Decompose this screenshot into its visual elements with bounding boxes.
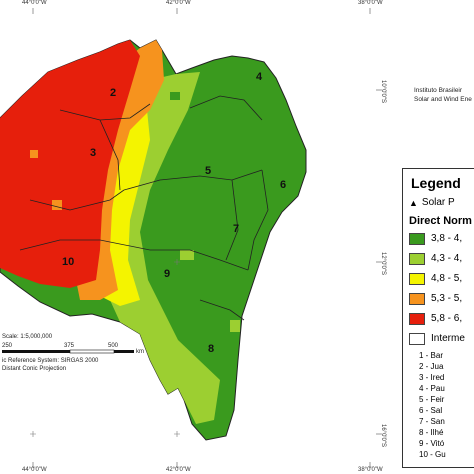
region-list-item: 6 - Sal bbox=[419, 406, 443, 415]
region-list-item: 10 - Gu bbox=[419, 450, 446, 459]
region-label: 6 bbox=[280, 179, 286, 191]
crs-text: ic Reference System: SIRGAS 2000 bbox=[2, 358, 99, 364]
region-list-item: 9 - Vitó bbox=[419, 439, 445, 448]
institute-line: Instituto Brasileir bbox=[414, 87, 463, 94]
region-list-item: 4 - Pau bbox=[419, 384, 445, 393]
legend-swatch bbox=[409, 253, 425, 265]
legend-marker-row: ▲ Solar P bbox=[409, 197, 455, 208]
institute-credit: Instituto Brasileir Solar and Wind Ene bbox=[414, 86, 472, 104]
legend-class-label: 4,3 - 4, bbox=[431, 253, 463, 264]
legend-marker-label: Solar P bbox=[421, 197, 455, 208]
tick-bottom: 38°0'0"W bbox=[358, 467, 383, 473]
legend-swatch bbox=[409, 233, 425, 245]
tick-bottom: 42°0'0"W bbox=[166, 467, 191, 473]
institute-line: Solar and Wind Ene bbox=[414, 96, 472, 103]
region-list-item: 5 - Feir bbox=[419, 395, 445, 404]
region-list-item: 3 - Ired bbox=[419, 373, 445, 382]
region-list-item: 7 - San bbox=[419, 417, 445, 426]
tick-bottom: 44°0'0"W bbox=[22, 467, 47, 473]
region-label: 3 bbox=[90, 147, 96, 159]
tick-top: 38°0'0"W bbox=[358, 0, 383, 6]
legend-boundary-label: Interme bbox=[431, 333, 465, 344]
region-list-item: 1 - Bar bbox=[419, 351, 444, 360]
legend-class-label: 4,8 - 5, bbox=[431, 273, 463, 284]
legend-class-label: 5,3 - 5, bbox=[431, 293, 463, 304]
triangle-icon: ▲ bbox=[409, 197, 418, 208]
scale-tick: 375 bbox=[64, 343, 75, 349]
graticule-crosses bbox=[30, 259, 180, 437]
legend-class-label: 3,8 - 4, bbox=[431, 233, 463, 244]
region-list-item: 2 - Jua bbox=[419, 362, 444, 371]
scale-bar bbox=[2, 349, 134, 354]
legend-panel: Legend ▲ Solar P Direct Norm 3,8 - 4, 4,… bbox=[402, 168, 474, 468]
tick-top: 42°0'0"W bbox=[166, 0, 191, 6]
tick-right: 16°0'0"S bbox=[380, 424, 386, 448]
legend-subtitle: Direct Norm bbox=[409, 215, 472, 227]
scale-tick: 500 bbox=[108, 343, 119, 349]
legend-swatch bbox=[409, 313, 425, 325]
scale-tick: 250 bbox=[2, 343, 13, 349]
legend-title: Legend bbox=[411, 175, 461, 191]
region-label: 8 bbox=[208, 343, 214, 355]
legend-swatch bbox=[409, 293, 425, 305]
region-label: 5 bbox=[205, 165, 211, 177]
region-label: 4 bbox=[256, 71, 263, 83]
region-boundaries bbox=[19, 95, 269, 321]
tick-right: 10°0'0"S bbox=[380, 80, 386, 104]
tick-top: 44°0'0"W bbox=[22, 0, 47, 6]
tick-right: 12°0'0"S bbox=[380, 252, 386, 276]
region-label: 10 bbox=[62, 256, 74, 268]
crs-text: Distant Conic Projection bbox=[2, 366, 67, 372]
legend-swatch bbox=[409, 333, 425, 345]
scale-unit: km bbox=[136, 349, 144, 355]
legend-class-label: 5,8 - 6, bbox=[431, 313, 463, 324]
zone-red bbox=[0, 40, 140, 288]
region-list-item: 8 - Ilhé bbox=[419, 428, 444, 437]
legend-swatch bbox=[409, 273, 425, 285]
region-label: 2 bbox=[110, 87, 116, 99]
scale-title: Scale: 1:5,000,000 bbox=[2, 334, 53, 340]
region-label: 7 bbox=[233, 223, 239, 235]
region-label: 9 bbox=[164, 268, 170, 280]
